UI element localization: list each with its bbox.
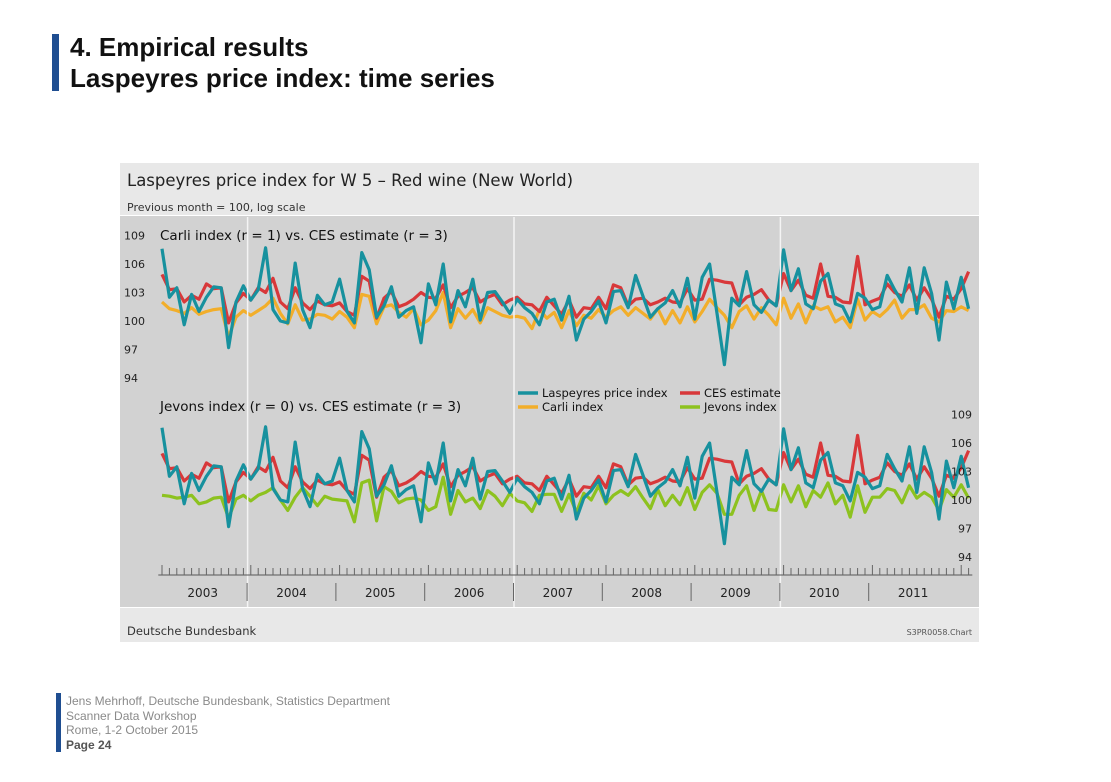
bottom-ytick-103: 103	[951, 466, 972, 479]
chart-header-bg	[120, 163, 979, 215]
footer-accent-bar	[56, 693, 61, 752]
bottom-ytick-97: 97	[958, 523, 972, 536]
chart-axes: 109 106 103 100 97 94 109 106 103 100 97 94 2003 2004…	[124, 217, 973, 607]
bottom-ytick-94: 94	[958, 551, 972, 564]
bottom-ytick-106: 106	[951, 437, 972, 450]
top-panel-title: Carli index (r = 1) vs. CES estimate (r …	[160, 228, 448, 244]
legend-label-ces-estimate: CES estimate	[704, 386, 781, 400]
legend-label-jevons-index: Jevons index	[703, 400, 777, 414]
legend-label-carli-index: Carli index	[542, 400, 604, 414]
chart-svg: Laspeyres price index for W 5 – Red wine…	[120, 163, 979, 642]
x-year-label-2009: 2009	[720, 586, 751, 600]
top-ytick-94: 94	[124, 372, 138, 385]
x-year-label-2010: 2010	[809, 586, 840, 600]
chart-source: Deutsche Bundesbank	[127, 624, 257, 638]
bottom-ytick-100: 100	[951, 494, 972, 507]
bottom-panel-title: Jevons index (r = 0) vs. CES estimate (r…	[159, 399, 461, 415]
footer-event: Scanner Data Workshop	[66, 708, 197, 723]
top-ytick-97: 97	[124, 344, 138, 357]
chart-legend: Laspeyres price index CES estimate Carli i…	[518, 386, 781, 414]
x-year-label-2003: 2003	[187, 586, 218, 600]
chart-plot-bg	[120, 216, 979, 607]
x-year-label-2006: 2006	[454, 586, 485, 600]
top-ytick-109: 109	[124, 230, 145, 243]
x-year-label-2011: 2011	[898, 586, 929, 600]
top-ytick-100: 100	[124, 315, 145, 328]
legend-label-laspeyres-price-index: Laspeyres price index	[542, 386, 668, 400]
chart-title: Laspeyres price index for W 5 – Red wine…	[127, 171, 573, 190]
slide-title-line1: 4. Empirical results	[70, 32, 309, 62]
footer-author: Jens Mehrhoff, Deutsche Bundesbank, Stat…	[66, 694, 390, 708]
top-series-carli-index	[160, 290, 970, 339]
chart-figure: Laspeyres price index for W 5 – Red wine…	[120, 163, 979, 642]
bottom-series-laspeyres-price-index	[160, 425, 971, 546]
x-year-label-2007: 2007	[543, 586, 574, 600]
x-year-label-2008: 2008	[631, 586, 662, 600]
chart-footer-bg	[120, 608, 979, 642]
top-series-laspeyres-price-index	[160, 246, 971, 367]
top-ytick-106: 106	[124, 258, 145, 271]
x-year-label-2005: 2005	[365, 586, 396, 600]
chart-subtitle: Previous month = 100, log scale	[127, 201, 306, 214]
bottom-ytick-109: 109	[951, 409, 972, 422]
footer-place-date: Rome, 1-2 October 2015	[66, 723, 199, 737]
top-ytick-103: 103	[124, 287, 145, 300]
chart-lines	[160, 246, 971, 546]
page-number: Page 24	[66, 737, 112, 752]
bottom-series-jevons-index	[161, 475, 970, 524]
x-year-label-2004: 2004	[276, 586, 307, 600]
chart-code: S3PR0058.Chart	[907, 628, 972, 637]
footer: Jens Mehrhoff, Deutsche Bundesbank, Stat…	[66, 694, 390, 752]
slide-title: 4. Empirical results Laspeyres price ind…	[70, 32, 495, 94]
title-accent-bar	[52, 34, 59, 91]
slide-title-line2: Laspeyres price index: time series	[70, 63, 495, 93]
